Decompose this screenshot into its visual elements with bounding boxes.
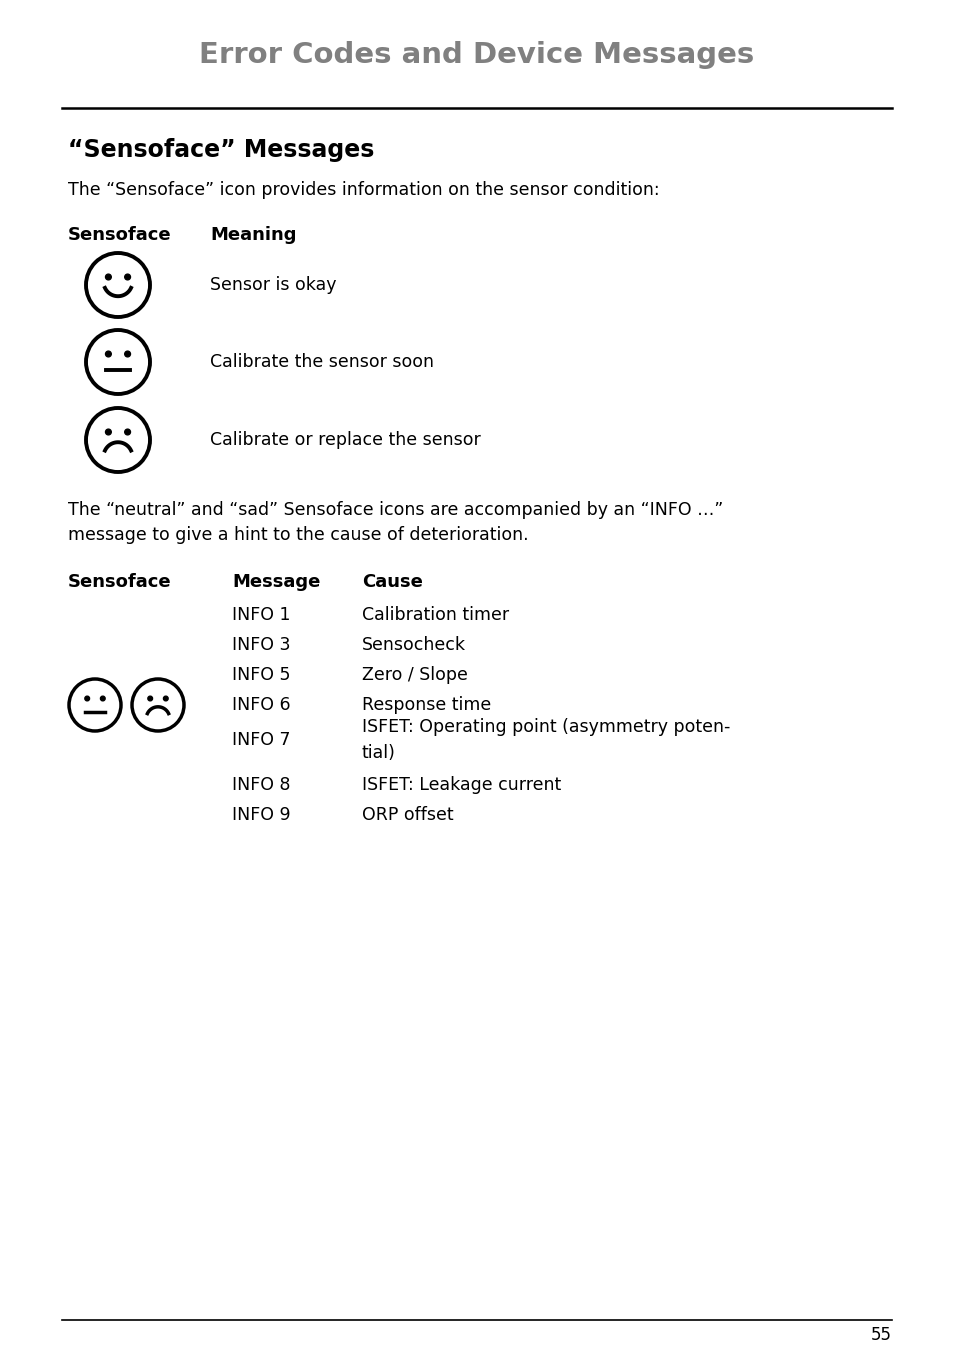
Text: Sensoface: Sensoface [68, 225, 172, 244]
Text: INFO 1: INFO 1 [232, 606, 291, 624]
Circle shape [100, 697, 105, 701]
Circle shape [106, 274, 112, 279]
Text: Meaning: Meaning [210, 225, 296, 244]
Text: The “Sensoface” icon provides information on the sensor condition:: The “Sensoface” icon provides informatio… [68, 181, 659, 198]
Text: Sensocheck: Sensocheck [361, 636, 465, 653]
Text: 55: 55 [870, 1326, 891, 1345]
Circle shape [125, 274, 131, 279]
Text: Cause: Cause [361, 572, 422, 591]
Circle shape [106, 429, 112, 435]
Text: The “neutral” and “sad” Sensoface icons are accompanied by an “INFO …”: The “neutral” and “sad” Sensoface icons … [68, 501, 722, 518]
Text: ISFET: Operating point (asymmetry poten-: ISFET: Operating point (asymmetry poten- [361, 718, 730, 736]
Text: ISFET: Leakage current: ISFET: Leakage current [361, 776, 560, 794]
Text: INFO 3: INFO 3 [232, 636, 291, 653]
Text: Calibrate or replace the sensor: Calibrate or replace the sensor [210, 431, 480, 450]
Circle shape [125, 351, 131, 356]
Text: Zero / Slope: Zero / Slope [361, 666, 467, 684]
Circle shape [106, 351, 112, 356]
Circle shape [85, 697, 90, 701]
Text: tial): tial) [361, 744, 395, 761]
Text: Response time: Response time [361, 697, 491, 714]
Text: INFO 7: INFO 7 [232, 730, 291, 749]
Text: Sensor is okay: Sensor is okay [210, 275, 336, 294]
Circle shape [125, 429, 131, 435]
Text: INFO 9: INFO 9 [232, 806, 291, 824]
Text: ORP offset: ORP offset [361, 806, 453, 824]
Text: INFO 6: INFO 6 [232, 697, 291, 714]
Circle shape [148, 697, 152, 701]
Text: Message: Message [232, 572, 320, 591]
Text: Error Codes and Device Messages: Error Codes and Device Messages [199, 40, 754, 69]
Circle shape [163, 697, 168, 701]
Text: “Sensoface” Messages: “Sensoface” Messages [68, 138, 374, 162]
Text: message to give a hint to the cause of deterioration.: message to give a hint to the cause of d… [68, 526, 528, 544]
Text: Sensoface: Sensoface [68, 572, 172, 591]
Text: Calibrate the sensor soon: Calibrate the sensor soon [210, 352, 434, 371]
Text: INFO 5: INFO 5 [232, 666, 291, 684]
Text: Calibration timer: Calibration timer [361, 606, 509, 624]
Text: INFO 8: INFO 8 [232, 776, 291, 794]
